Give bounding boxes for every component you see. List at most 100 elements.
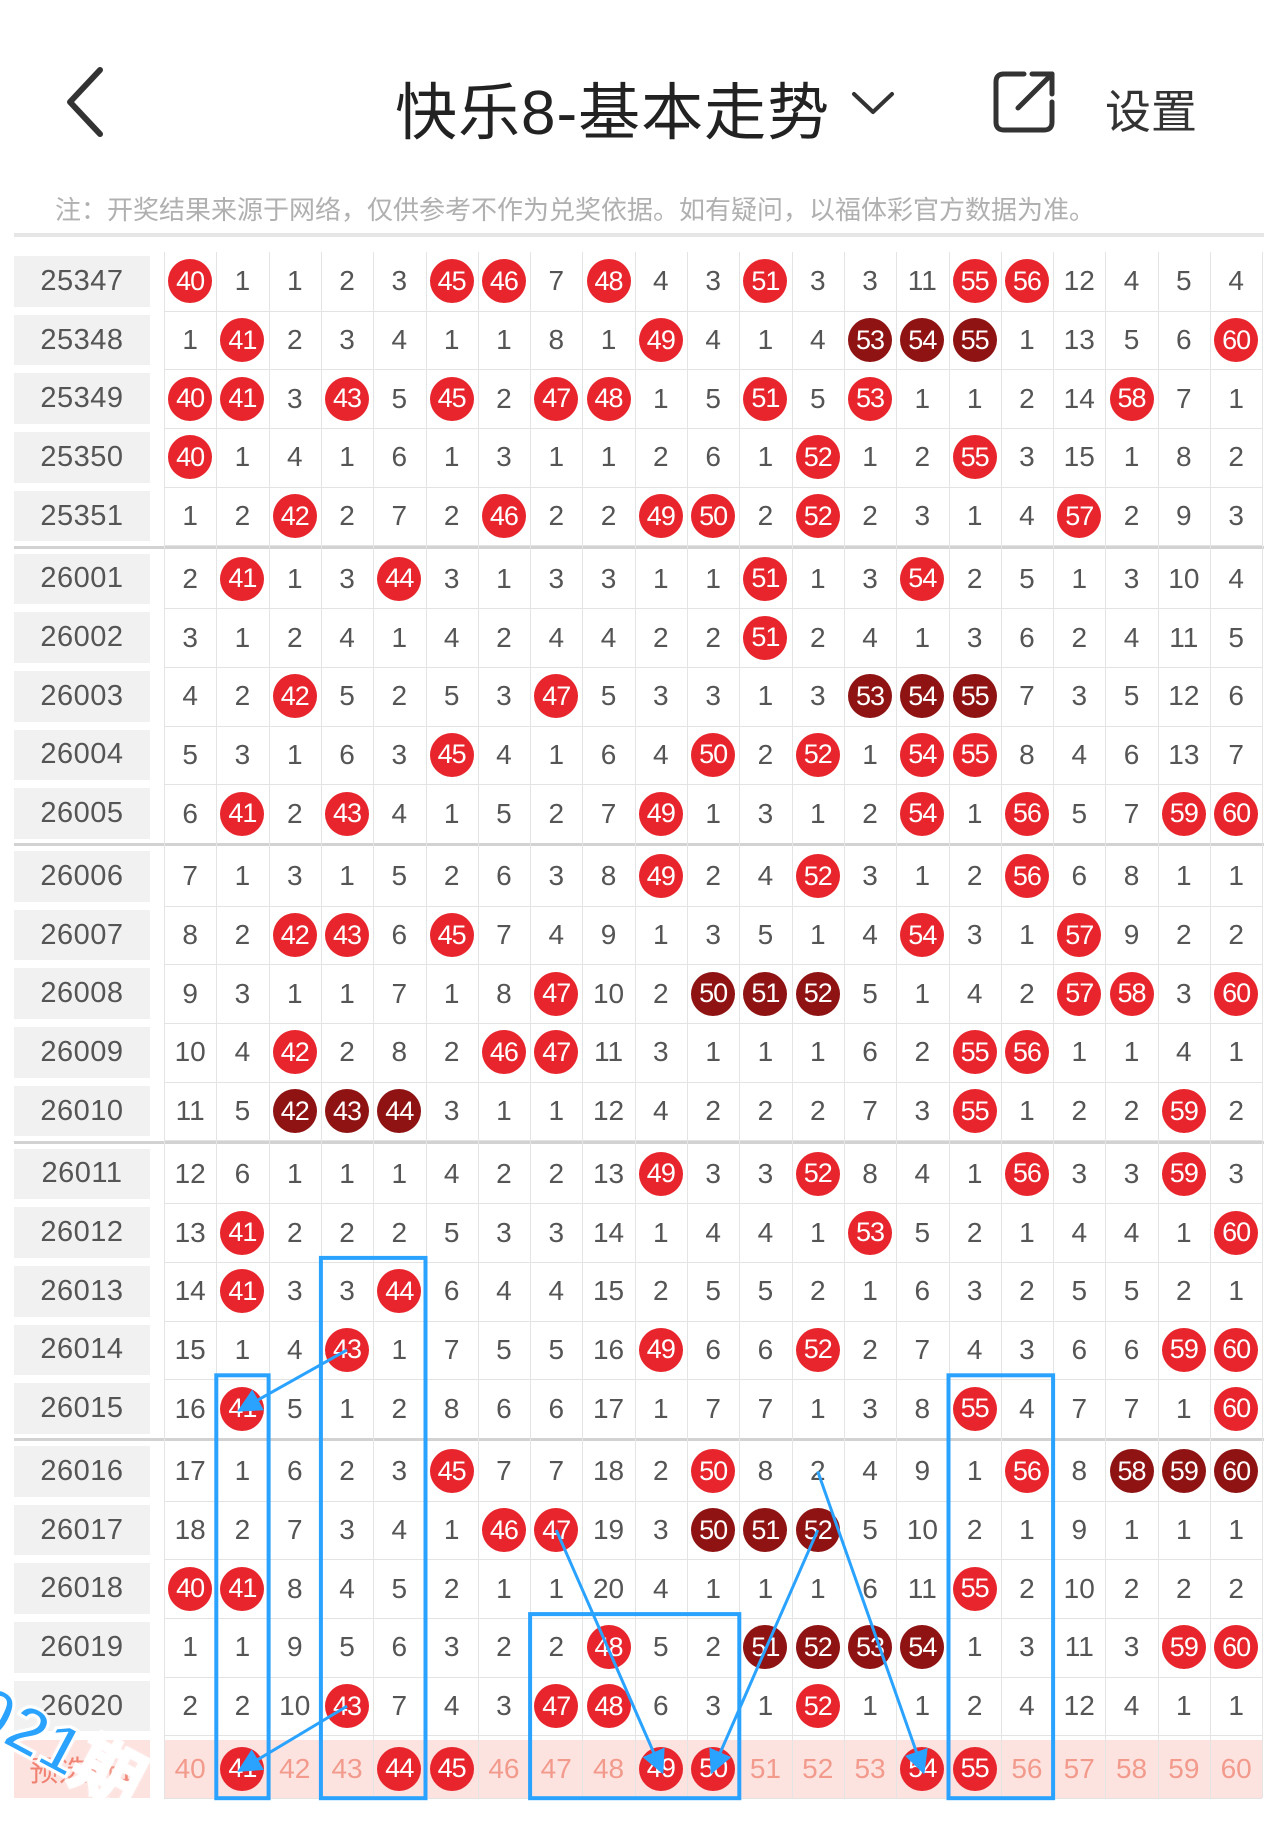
cell-57: 5 bbox=[1071, 797, 1088, 829]
share-button[interactable] bbox=[988, 64, 1062, 138]
preselect-cells[interactable]: 40 41 42 43 44 45 46 47 48 49 50 51 52 53 54 55 56 57 58 59… bbox=[164, 1739, 1263, 1800]
cell-43: 2 bbox=[339, 265, 355, 297]
page-title[interactable]: 快乐8-基本走势 bbox=[395, 79, 831, 148]
hit-ball: 54 bbox=[900, 791, 945, 836]
cell-50: 3 bbox=[705, 1690, 721, 1722]
cell-59: 10 bbox=[1168, 562, 1200, 594]
back-button[interactable] bbox=[58, 62, 118, 142]
cell-60: 60 bbox=[1210, 1442, 1262, 1501]
cell-47: 4 bbox=[548, 621, 565, 653]
cell-45: 5 bbox=[443, 680, 460, 712]
cell-46: 1 bbox=[496, 324, 512, 356]
cell-50: 5 bbox=[705, 1275, 721, 1307]
cell-59: 59 bbox=[1158, 1442, 1210, 1501]
cell-54: 1 bbox=[914, 860, 931, 892]
cell-52: 52 bbox=[792, 1677, 844, 1736]
hit-ball: 40 bbox=[168, 259, 213, 304]
cell-46: 6 bbox=[496, 1392, 512, 1424]
disclaimer-notice: 注：开奖结果来源于网络，仅供参考不作为兑奖依据。如有疑问，以福体彩官方数据为准。 bbox=[55, 195, 1096, 225]
cell-57: 3 bbox=[1071, 1157, 1088, 1189]
cell-43: 43 bbox=[331, 1752, 363, 1784]
hit-ball: 56 bbox=[1004, 1151, 1049, 1196]
cell-44: 1 bbox=[391, 1157, 408, 1189]
grid-line bbox=[164, 252, 165, 1799]
cell-40: 40 bbox=[174, 1752, 206, 1784]
cell-56: 8 bbox=[1019, 738, 1035, 770]
cell-54: 10 bbox=[906, 1514, 938, 1546]
preselect-row[interactable]: 预选行1 40 41 42 43 44 45 46 47 48 49 50 51 52 53 54 55 56 57… bbox=[14, 1739, 1264, 1800]
hit-ball: 59 bbox=[1161, 1151, 1206, 1196]
cell-57: 15 bbox=[1063, 441, 1095, 473]
cell-45: 3 bbox=[443, 562, 460, 594]
table-row: 26018 40 41 8 4 5 2 1 1 20 4 1 1 1 6 11 55 2 10 2 2 2 bbox=[14, 1559, 1264, 1620]
row-cells: 17 1 6 2 3 45 7 7 18 2 50 8 2 4 9 1 56 8 58 59 60 bbox=[164, 1442, 1263, 1502]
cell-54: 1 bbox=[914, 1690, 931, 1722]
cell-40: 1 bbox=[182, 500, 198, 532]
cell-42: 42 bbox=[269, 667, 321, 726]
cell-57: 57 bbox=[1053, 964, 1105, 1023]
hit-ball: 48 bbox=[586, 1625, 631, 1670]
cell-52: 52 bbox=[802, 1752, 834, 1784]
chevron-down-icon[interactable] bbox=[850, 88, 896, 118]
cell-42: 1 bbox=[286, 562, 303, 594]
cell-59: 59 bbox=[1158, 1618, 1210, 1677]
cell-45: 4 bbox=[443, 1157, 460, 1189]
cell-56: 2 bbox=[1019, 977, 1035, 1009]
cell-57: 7 bbox=[1071, 1392, 1088, 1424]
preselect-label: 预选行1 bbox=[14, 1739, 150, 1799]
issue-number: 26020 bbox=[14, 1680, 150, 1732]
hit-ball: 43 bbox=[325, 1684, 370, 1729]
hit-ball: 53 bbox=[848, 376, 893, 421]
row-cells: 16 41 5 1 2 8 6 6 17 1 7 7 1 3 8 55 4 7 7 1 60 bbox=[164, 1379, 1263, 1439]
hit-ball: 41 bbox=[220, 791, 265, 836]
cell-43: 3 bbox=[339, 1514, 355, 1546]
cell-49: 3 bbox=[653, 1036, 669, 1068]
cell-58: 2 bbox=[1123, 1572, 1140, 1604]
settings-button[interactable]: 设置 bbox=[1105, 86, 1197, 138]
cell-58: 4 bbox=[1123, 1690, 1140, 1722]
grid-line bbox=[687, 252, 688, 1799]
cell-46: 8 bbox=[496, 977, 512, 1009]
cell-44: 6 bbox=[391, 441, 408, 473]
cell-50: 1 bbox=[705, 797, 721, 829]
cell-54: 3 bbox=[914, 500, 931, 532]
cell-55: 2 bbox=[966, 860, 983, 892]
hit-ball: 46 bbox=[481, 494, 526, 539]
cell-51: 6 bbox=[757, 1333, 774, 1365]
cell-60: 1 bbox=[1228, 1275, 1244, 1307]
cell-54: 4 bbox=[914, 1157, 931, 1189]
hit-ball: 60 bbox=[1214, 1386, 1259, 1431]
hit-ball: 60 bbox=[1214, 1327, 1259, 1372]
cell-52: 52 bbox=[792, 428, 844, 487]
cell-56: 56 bbox=[1001, 1023, 1053, 1082]
cell-59: 59 bbox=[1168, 1752, 1200, 1784]
cell-40: 40 bbox=[164, 369, 216, 428]
cell-58: 2 bbox=[1123, 1095, 1140, 1127]
hit-ball: 55 bbox=[952, 1566, 997, 1611]
cell-59: 3 bbox=[1176, 977, 1192, 1009]
cell-40: 40 bbox=[164, 1559, 216, 1618]
cell-46: 1 bbox=[496, 562, 512, 594]
cell-49: 3 bbox=[653, 1514, 669, 1546]
cell-44: 2 bbox=[391, 1216, 408, 1248]
cell-47: 1 bbox=[548, 738, 565, 770]
row-cells: 5 3 1 6 3 45 4 1 6 4 50 2 52 1 54 55 8 4 6 13 7 bbox=[164, 726, 1263, 786]
cell-46: 2 bbox=[496, 1157, 512, 1189]
cell-53: 1 bbox=[862, 1275, 878, 1307]
hit-ball: 56 bbox=[1004, 854, 1049, 899]
cell-60: 1 bbox=[1228, 1514, 1244, 1546]
cell-53: 53 bbox=[844, 1203, 896, 1262]
cell-45: 45 bbox=[426, 906, 478, 965]
cell-48: 17 bbox=[592, 1392, 625, 1424]
cell-58: 3 bbox=[1123, 1631, 1140, 1663]
cell-53: 6 bbox=[862, 1036, 878, 1068]
cell-52: 1 bbox=[809, 1216, 826, 1248]
hit-ball: 45 bbox=[429, 732, 474, 777]
issue-number: 26002 bbox=[14, 612, 150, 663]
cell-50: 6 bbox=[705, 441, 721, 473]
group-divider bbox=[14, 1438, 1264, 1441]
hit-ball: 52 bbox=[795, 494, 840, 539]
cell-44: 44 bbox=[373, 1082, 425, 1141]
issue-number: 25349 bbox=[14, 373, 150, 425]
table-row: 26012 13 41 2 2 2 5 3 3 14 1 4 4 1 53 5 2 1 4 4 1 60 bbox=[14, 1203, 1264, 1263]
